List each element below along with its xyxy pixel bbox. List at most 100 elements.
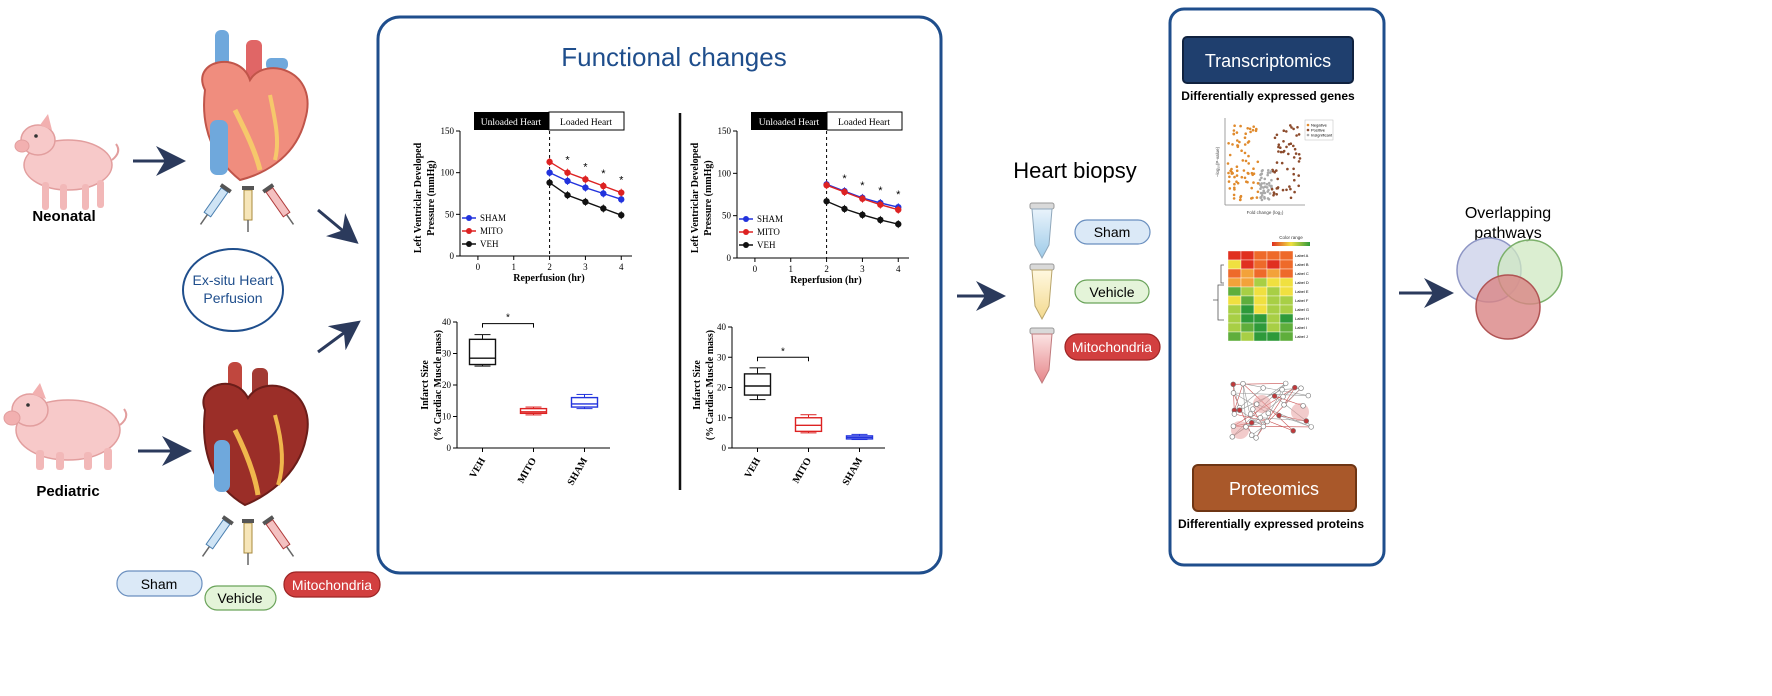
network-thumbnail <box>1229 380 1314 441</box>
network-node <box>1248 420 1255 426</box>
legend-neonatal-veh: VEH <box>480 239 499 249</box>
lvdp-point-sham <box>618 196 625 203</box>
volcano-point <box>1292 156 1296 159</box>
lvdp-point-veh <box>823 198 830 205</box>
volcano-point <box>1285 130 1288 133</box>
lvdp-x-tick-label: 3 <box>583 262 588 272</box>
lvdp-significance-star: * <box>619 175 624 187</box>
banner-neonatal-unloaded: Unloaded Heart <box>481 118 542 128</box>
network-node <box>1260 423 1267 430</box>
neonatal-heart-icon <box>201 30 309 182</box>
lvdp-x-tick-label: 2 <box>824 264 829 274</box>
heatmap-cell <box>1266 313 1281 324</box>
heatmap-cell <box>1227 268 1242 279</box>
biopsy-pill-vehicle-label: Vehicle <box>1089 284 1134 300</box>
network-node <box>1300 403 1306 409</box>
volcano-point <box>1233 124 1236 127</box>
network-node <box>1240 381 1246 387</box>
biopsy-pill-vehicle: Vehicle <box>1074 279 1150 304</box>
volcano-legend-insignificant: Insignificant <box>1311 133 1333 138</box>
volcano-point <box>1273 170 1276 174</box>
volcano-point <box>1232 132 1235 136</box>
proteomics-caption: Differentially expressed proteins <box>1178 517 1364 531</box>
infarct-y-tick-label: 10 <box>442 412 452 422</box>
legend-pediatric-mito: MITO <box>757 227 780 237</box>
network-node <box>1230 390 1237 396</box>
volcano-ylabel: −log₁₀(P-value) <box>1215 146 1220 177</box>
volcano-point <box>1243 136 1247 139</box>
volcano-point <box>1272 191 1276 194</box>
volcano-point <box>1266 190 1269 193</box>
heatmap-cell <box>1253 268 1268 279</box>
heatmap-row-label: Label E <box>1295 289 1309 294</box>
volcano-point <box>1247 154 1250 158</box>
heatmap-cell <box>1266 286 1281 297</box>
left-pill-mitochondria-label: Mitochondria <box>292 577 372 593</box>
volcano-point <box>1247 172 1250 175</box>
volcano-point <box>1239 124 1242 128</box>
network-edge <box>1283 387 1302 406</box>
infarct-box-mito <box>519 407 548 415</box>
volcano-point <box>1239 195 1242 199</box>
volcano-point <box>1266 197 1270 200</box>
volcano-point <box>1229 169 1232 173</box>
heart-biopsy-title: Heart biopsy <box>1013 158 1137 183</box>
lvdp-ylabel-neonatal-line2: Pressure (mmHg) <box>426 160 437 235</box>
volcano-point <box>1255 196 1259 199</box>
network-node <box>1230 381 1236 387</box>
volcano-point <box>1236 181 1240 185</box>
volcano-point <box>1233 182 1236 186</box>
infarct-y-tick-label: 30 <box>717 352 727 362</box>
legend-neonatal-sham: SHAM <box>480 213 506 223</box>
volcano-point <box>1289 196 1293 200</box>
volcano-point <box>1240 175 1244 179</box>
banner-pediatric: Unloaded Heart Loaded Heart <box>751 111 903 131</box>
network-node <box>1298 385 1304 391</box>
lvdp-x-tick-label: 1 <box>512 262 517 272</box>
volcano-point <box>1226 162 1230 165</box>
volcano-point <box>1267 169 1270 172</box>
heatmap-cell <box>1266 295 1281 306</box>
infarct-box-mito <box>794 417 823 433</box>
volcano-point <box>1292 172 1295 176</box>
volcano-point <box>1252 181 1255 184</box>
infarct-significance-star: * <box>506 313 510 324</box>
transcriptomics-caption: Differentially expressed genes <box>1181 89 1355 103</box>
lvdp-xlabel-neonatal: Reperfusion (hr) <box>513 273 584 284</box>
volcano-point <box>1261 169 1264 172</box>
network-node <box>1292 384 1298 391</box>
heatmap-cell <box>1266 331 1281 342</box>
volcano-point <box>1244 132 1247 135</box>
venn-diagram-icon <box>1456 237 1563 340</box>
volcano-point <box>1254 129 1258 133</box>
heatmap-cell <box>1253 313 1268 324</box>
lvdp-point-mito <box>618 189 625 196</box>
volcano-point <box>1230 172 1234 175</box>
volcano-point <box>1277 143 1281 146</box>
heatmap-row-label: Label D <box>1295 280 1309 285</box>
volcano-point <box>1289 142 1293 145</box>
heatmap-row-label: Label H <box>1295 316 1309 321</box>
volcano-point <box>1288 185 1291 188</box>
volcano-point <box>1277 150 1280 153</box>
volcano-point <box>1250 186 1253 190</box>
lvdp-x-tick-label: 0 <box>753 264 758 274</box>
volcano-point <box>1251 128 1255 132</box>
heatmap-row-label: Label A <box>1295 253 1309 258</box>
volcano-point <box>1287 152 1290 156</box>
volcano-point <box>1239 198 1242 202</box>
heatmap-cell <box>1227 277 1242 288</box>
left-pill-sham-label: Sham <box>141 576 178 592</box>
network-node <box>1243 424 1249 430</box>
pediatric-heart-icon <box>202 362 309 507</box>
volcano-point <box>1256 160 1260 164</box>
infarct-y-tick-label: 30 <box>442 349 452 359</box>
lvdp-significance-star: * <box>601 168 606 180</box>
volcano-point <box>1260 182 1264 185</box>
volcano-point <box>1236 145 1240 149</box>
volcano-point <box>1227 142 1230 145</box>
volcano-point <box>1243 143 1247 146</box>
heatmap-cell <box>1266 250 1281 261</box>
heatmap-cell <box>1279 322 1294 333</box>
volcano-point <box>1258 178 1262 182</box>
